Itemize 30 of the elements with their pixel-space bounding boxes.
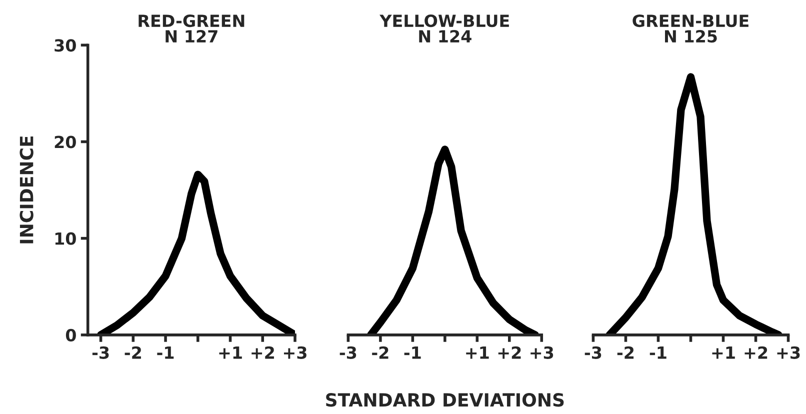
x-tick-label: -3	[584, 346, 602, 359]
y-tick-label: 30	[54, 39, 76, 52]
x-tick-label: -2	[372, 346, 388, 359]
x-tick-label: +1	[712, 346, 735, 359]
x-tick-label: -2	[124, 346, 141, 359]
x-tick-label: -3	[92, 346, 109, 359]
x-tick-label: +1	[466, 346, 489, 359]
chart-subtitle: N 127	[166, 30, 218, 42]
x-tick-label: +3	[530, 346, 554, 359]
x-tick-label: +3	[284, 346, 306, 359]
y-tick-label: 10	[55, 232, 76, 245]
chart-title: RED-GREEN	[138, 14, 244, 28]
chart-title: GREEN-BLUE	[632, 14, 748, 28]
chart-title: YELLOW-BLUE	[380, 14, 509, 28]
chart-subtitle: N 124	[419, 30, 472, 42]
x-tick-label: +2	[252, 346, 274, 359]
x-tick-label: +3	[777, 346, 800, 359]
x-tick-label: -3	[340, 346, 356, 359]
x-axis-title: STANDARD DEVIATIONS	[326, 393, 564, 407]
x-tick-label: -1	[404, 346, 421, 359]
x-tick-label: -1	[650, 346, 666, 359]
x-tick-label: +2	[498, 346, 521, 359]
y-axis-title: INCIDENCE	[20, 136, 34, 244]
x-tick-label: -1	[157, 346, 174, 359]
y-tick-label: 0	[66, 328, 76, 342]
chart-subtitle: N 125	[665, 30, 717, 43]
x-tick-label: +1	[219, 346, 242, 359]
x-tick-label: -2	[617, 346, 634, 359]
x-tick-label: +2	[744, 346, 768, 359]
y-tick-label: 20	[54, 136, 76, 148]
